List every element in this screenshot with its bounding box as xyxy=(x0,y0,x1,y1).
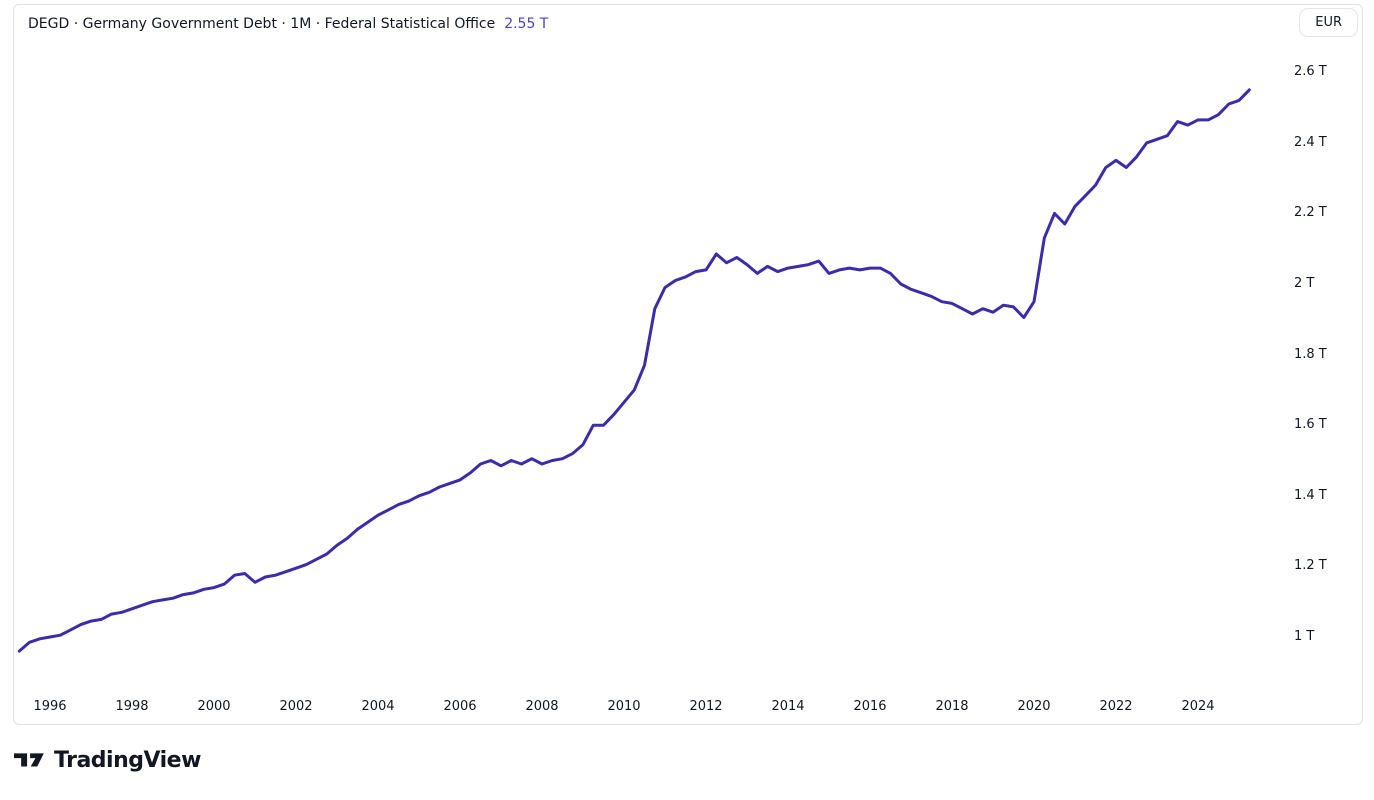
last-value: 2.55 T xyxy=(504,16,549,32)
tradingview-logo[interactable]: TradingView xyxy=(14,748,201,773)
price-axis-label: 1.6 T xyxy=(1294,417,1327,433)
time-axis-label: 2002 xyxy=(279,699,313,714)
price-axis-label: 1.2 T xyxy=(1294,558,1327,574)
price-axis-label: 1.4 T xyxy=(1294,487,1327,503)
price-axis-label: 2.4 T xyxy=(1294,134,1327,150)
chart-line xyxy=(17,88,1251,653)
price-axis-label: 2.6 T xyxy=(1294,64,1327,80)
chart-header: DEGD · Germany Government Debt · 1M · Fe… xyxy=(28,16,548,32)
tradingview-logo-text: TradingView xyxy=(54,748,201,773)
price-axis-label: 2 T xyxy=(1294,276,1315,291)
time-axis-label: 2022 xyxy=(1099,699,1133,714)
time-axis-label: 2016 xyxy=(853,699,887,714)
price-chart[interactable] xyxy=(14,5,1364,726)
price-axis-label: 1.8 T xyxy=(1294,346,1327,362)
time-axis-label: 2014 xyxy=(771,699,805,714)
time-axis-label: 2020 xyxy=(1017,699,1051,714)
time-axis-label: 2004 xyxy=(361,699,395,714)
time-axis-label: 2024 xyxy=(1181,699,1215,714)
symbol-title[interactable]: DEGD · Germany Government Debt · 1M · Fe… xyxy=(28,16,496,32)
time-axis-label: 2018 xyxy=(935,699,969,714)
chart-widget-card: DEGD · Germany Government Debt · 1M · Fe… xyxy=(13,4,1363,725)
time-axis-label: 2010 xyxy=(607,699,641,714)
time-axis-label: 2006 xyxy=(443,699,477,714)
price-axis-label: 2.2 T xyxy=(1294,205,1327,221)
time-axis-label: 1996 xyxy=(33,699,67,714)
currency-button[interactable]: EUR xyxy=(1299,8,1358,37)
price-axis-label: 1 T xyxy=(1294,629,1315,644)
time-axis-label: 2000 xyxy=(197,699,231,714)
tradingview-logo-icon xyxy=(14,753,44,767)
time-axis-label: 2012 xyxy=(689,699,723,714)
time-axis-label: 2008 xyxy=(525,699,559,714)
time-axis-label: 1998 xyxy=(115,699,149,714)
